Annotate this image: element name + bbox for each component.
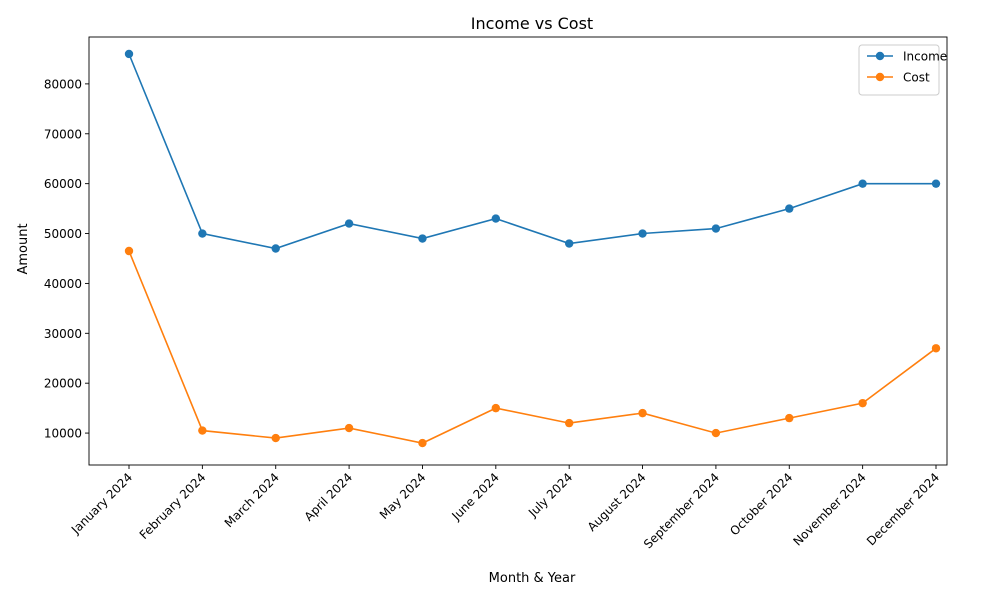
y-tick-label: 60000: [44, 177, 82, 191]
chart-title: Income vs Cost: [471, 14, 593, 33]
legend-marker-cost: [875, 72, 885, 82]
data-point-cost: [198, 426, 207, 435]
y-tick-label: 20000: [44, 377, 82, 391]
data-point-income: [638, 229, 647, 238]
y-tick-label: 30000: [44, 327, 82, 341]
data-point-income: [785, 204, 794, 213]
x-tick-label: March 2024: [222, 470, 282, 530]
data-point-income: [931, 179, 941, 188]
y-tick-label: 50000: [44, 227, 82, 241]
x-tick-label: February 2024: [137, 470, 209, 542]
data-point-cost: [124, 246, 134, 256]
data-point-cost: [931, 344, 941, 353]
x-tick-label: July 2024: [525, 470, 575, 520]
data-point-income: [124, 49, 134, 59]
data-point-income: [271, 244, 280, 253]
data-point-cost: [564, 418, 574, 428]
data-point-cost: [271, 433, 280, 443]
data-point-income: [198, 229, 207, 238]
y-axis-label: Amount: [16, 223, 31, 274]
x-tick-label: June 2024: [449, 470, 502, 523]
data-point-cost: [344, 423, 354, 433]
data-point-income: [858, 179, 867, 188]
legend-label-cost: Cost: [903, 71, 930, 85]
data-point-cost: [858, 398, 867, 408]
legend: Income Cost: [858, 44, 947, 96]
data-point-cost: [785, 413, 794, 423]
data-point-income: [418, 234, 427, 243]
y-tick-label: 40000: [44, 277, 82, 291]
x-tick-label: November 2024: [790, 470, 868, 548]
data-point-income: [564, 239, 574, 248]
x-tick-label: October 2024: [727, 470, 795, 538]
x-tick-label: September 2024: [641, 470, 722, 551]
x-axis-label: Month & Year: [489, 571, 576, 586]
x-tick-label: January 2024: [68, 470, 135, 537]
y-tick-label: 70000: [44, 127, 82, 141]
series-line-income: [128, 53, 936, 250]
plot-frame: [88, 36, 948, 466]
x-tick-label: May 2024: [377, 470, 429, 522]
data-point-cost: [418, 438, 427, 448]
data-point-cost: [491, 403, 501, 413]
data-point-income: [491, 214, 501, 223]
plot-area: 10000 20000 30000 40000 50000 60000 70000 80000…: [44, 36, 948, 551]
legend-label-income: Income: [903, 50, 947, 64]
legend-marker-income: [875, 51, 885, 61]
x-tick-label: August 2024: [585, 470, 649, 534]
x-tick-label: April 2024: [302, 470, 356, 524]
x-tick-label: December 2024: [864, 470, 942, 548]
y-tick-label: 10000: [44, 427, 82, 441]
data-point-cost: [711, 428, 721, 438]
data-point-cost: [638, 408, 647, 418]
data-point-income: [344, 219, 354, 228]
y-tick-label: 80000: [44, 77, 82, 91]
data-point-income: [711, 224, 721, 233]
series-line-cost: [128, 250, 937, 444]
